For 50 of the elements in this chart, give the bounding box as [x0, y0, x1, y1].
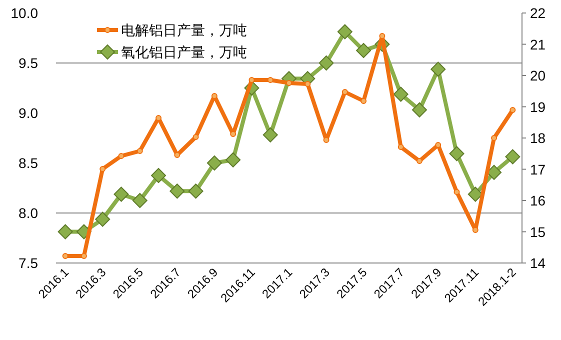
- y-tick-label: 10.0: [10, 5, 38, 21]
- point: [304, 81, 311, 87]
- point: [188, 184, 204, 199]
- y-tick-label: 7.5: [18, 255, 38, 271]
- point: [360, 98, 367, 104]
- point: [337, 24, 352, 40]
- point: [100, 166, 106, 172]
- y2-tick-label: 20: [530, 68, 546, 84]
- point: [430, 62, 446, 77]
- point: [505, 149, 520, 164]
- point: [412, 102, 427, 118]
- point: [286, 80, 292, 86]
- point: [114, 186, 129, 202]
- legend-label: 氧化铝日产量，万吨: [121, 44, 247, 60]
- point: [118, 153, 124, 159]
- y-tick-label: 8.0: [18, 205, 38, 221]
- point: [136, 148, 143, 154]
- point: [132, 193, 148, 208]
- point: [449, 146, 464, 162]
- point: [356, 43, 372, 58]
- point: [393, 86, 408, 102]
- y2-tick-label: 16: [530, 192, 546, 208]
- y2-tick-label: 22: [530, 5, 546, 21]
- point: [486, 164, 502, 180]
- point: [192, 134, 199, 140]
- point: [151, 168, 166, 183]
- legend-label: 电解铝日产量，万吨: [121, 22, 247, 38]
- point: [262, 127, 278, 142]
- y2-tick-label: 15: [530, 224, 546, 240]
- point: [170, 184, 185, 199]
- y-tick-label: 8.5: [18, 155, 38, 171]
- y-tick-label: 9.5: [18, 55, 38, 71]
- y2-tick-label: 19: [530, 98, 546, 115]
- point: [454, 189, 460, 195]
- point: [226, 152, 241, 168]
- point: [468, 186, 483, 202]
- point: [510, 107, 516, 113]
- point: [398, 144, 404, 150]
- y2-tick-label: 17: [530, 161, 546, 178]
- y2-tick-label: 21: [530, 36, 546, 52]
- y-tick-label: 9.0: [18, 105, 38, 121]
- point: [342, 89, 348, 95]
- y2-tick-label: 18: [530, 130, 546, 146]
- point: [491, 135, 498, 141]
- point: [416, 158, 422, 164]
- y2-tick-label: 14: [530, 255, 546, 271]
- point: [318, 56, 334, 70]
- point: [95, 212, 110, 227]
- point: [58, 224, 73, 240]
- point: [206, 156, 222, 170]
